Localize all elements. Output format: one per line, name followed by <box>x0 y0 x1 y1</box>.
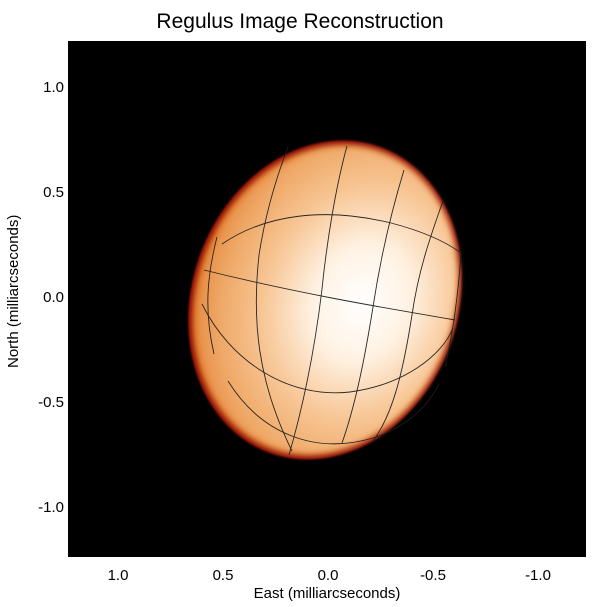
y-tick--1.0: -1.0 <box>38 499 64 516</box>
y-axis-label: North (milliarcseconds) <box>5 214 22 368</box>
equator-line <box>203 269 456 321</box>
latitude-line <box>227 380 440 445</box>
latitude-line <box>201 303 454 394</box>
star-reconstruction-image <box>186 138 464 462</box>
limb-grid-line <box>207 236 218 355</box>
stellar-disk <box>196 146 458 454</box>
y-tick--0.5: -0.5 <box>38 394 64 411</box>
latitude-line <box>221 214 462 254</box>
longitude-line <box>444 252 462 368</box>
coordinate-grid <box>201 145 462 456</box>
y-tick-0.0: 0.0 <box>43 289 64 306</box>
figure-title: Regulus Image Reconstruction <box>156 10 444 33</box>
x-tick-0.5: 0.5 <box>212 567 234 584</box>
y-tick-0.5: 0.5 <box>43 184 64 201</box>
longitude-line <box>341 169 405 444</box>
longitude-line <box>255 146 293 452</box>
x-tick-1.0: 1.0 <box>107 567 129 584</box>
x-axis-label: East (milliarcseconds) <box>253 585 401 602</box>
longitude-line <box>288 145 348 456</box>
image-plot-area <box>68 41 586 557</box>
x-tick-0.0: 0.0 <box>317 567 339 584</box>
longitude-line <box>372 200 444 442</box>
x-tick--1.0: -1.0 <box>525 567 551 584</box>
x-tick--0.5: -0.5 <box>420 567 446 584</box>
y-tick-1.0: 1.0 <box>43 79 64 96</box>
